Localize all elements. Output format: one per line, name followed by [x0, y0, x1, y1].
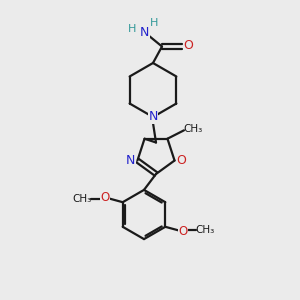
Text: O: O — [183, 39, 193, 52]
Text: O: O — [100, 191, 109, 204]
Text: H: H — [128, 24, 136, 34]
Text: O: O — [178, 225, 188, 238]
Text: CH₃: CH₃ — [195, 225, 214, 236]
Text: N: N — [126, 154, 136, 167]
Text: N: N — [140, 26, 150, 39]
Text: CH₃: CH₃ — [73, 194, 92, 204]
Text: N: N — [148, 110, 158, 124]
Text: CH₃: CH₃ — [183, 124, 202, 134]
Text: O: O — [176, 154, 186, 167]
Text: H: H — [150, 17, 158, 28]
